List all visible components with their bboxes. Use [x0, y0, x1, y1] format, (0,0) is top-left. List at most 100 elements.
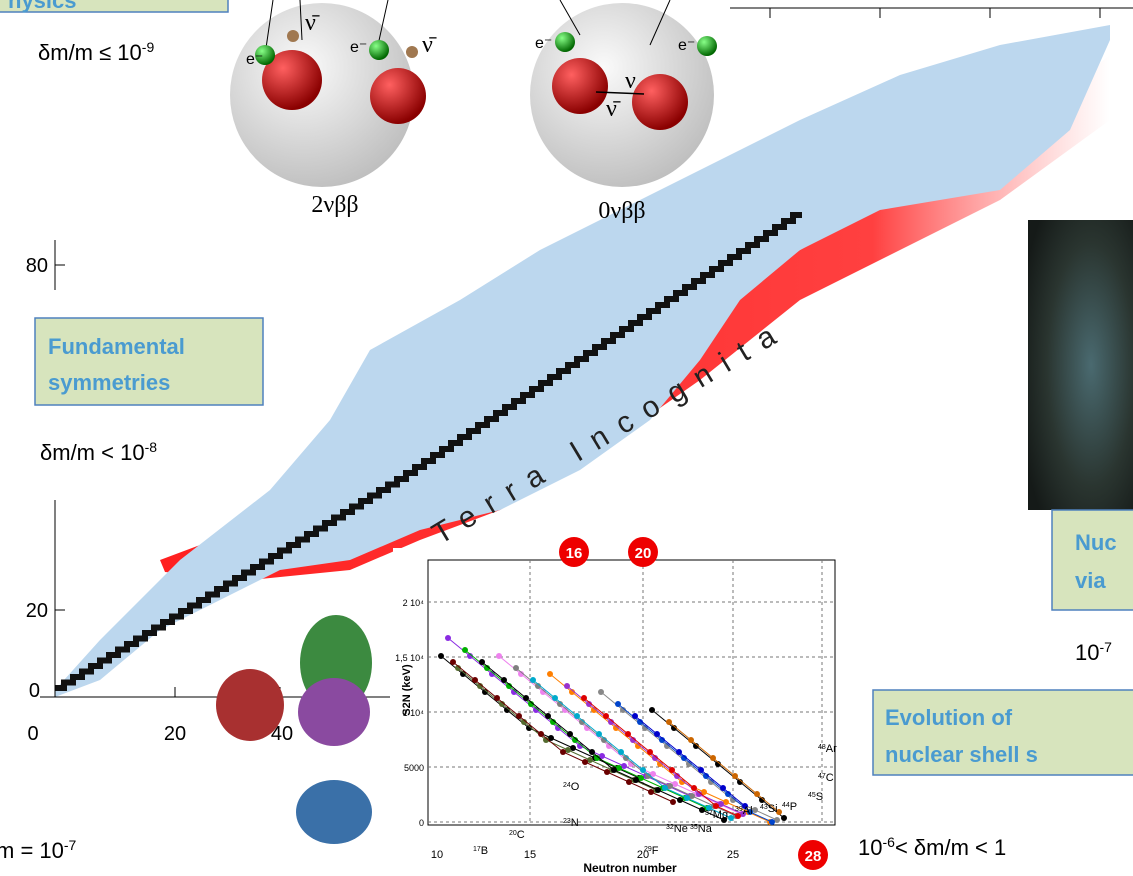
mass-number: 37: [705, 810, 713, 817]
inset-point: [516, 713, 522, 719]
inset-point: [615, 701, 621, 707]
element: Si: [768, 803, 778, 815]
decay-label: 2νββ: [311, 192, 358, 218]
inset-point: [732, 773, 738, 779]
mass-number: 39: [735, 806, 743, 813]
inset-point: [472, 677, 478, 683]
inset-point: [494, 695, 500, 701]
element: Al: [743, 805, 753, 817]
inset-point: [598, 689, 604, 695]
inset-point: [479, 659, 485, 665]
magic-number: 20: [635, 545, 652, 562]
inset-point: [676, 749, 682, 755]
inset-point: [501, 677, 507, 683]
inset-point: [438, 653, 444, 659]
inset-point: [625, 731, 631, 737]
inset-point: [649, 707, 655, 713]
inset-point: [662, 785, 668, 791]
text: δm/m < 10: [40, 440, 145, 465]
inset-point: [574, 713, 580, 719]
inset-point: [611, 767, 617, 773]
inset-x-label: Neutron number: [583, 861, 677, 875]
superscript: -6: [882, 834, 895, 850]
element: Cl: [826, 772, 836, 784]
text: < δm/m < 1: [895, 835, 1006, 860]
element: B: [481, 845, 488, 857]
inset-point: [677, 797, 683, 803]
inset-point: [445, 635, 451, 641]
inset-point: [560, 749, 566, 755]
mass-number: 43: [760, 804, 768, 811]
inset-point: [626, 779, 632, 785]
inset-y-tick: 0: [419, 818, 424, 828]
inset-point: [688, 737, 694, 743]
inset-point: [513, 665, 519, 671]
decay-diagram: [230, 0, 717, 187]
inset-y-tick: 5000: [404, 763, 424, 773]
element: N: [571, 817, 579, 829]
mass-number: 47: [818, 773, 826, 780]
inset-point: [647, 749, 653, 755]
inset-point: [698, 767, 704, 773]
mass-number: 29: [644, 846, 652, 853]
y-tick: 80: [26, 255, 48, 277]
text: 10: [858, 835, 882, 860]
inset-point: [582, 759, 588, 765]
box-text: hysics: [8, 0, 77, 13]
element: F: [652, 845, 659, 857]
inset-point: [735, 813, 741, 819]
y-tick: 0: [29, 680, 40, 702]
mass-number: 20: [509, 830, 517, 837]
inset-point: [523, 695, 529, 701]
mass-number: 17: [473, 846, 481, 853]
inset-point: [655, 787, 661, 793]
mass-number: 35: [690, 824, 698, 831]
superscript: -9: [142, 39, 155, 55]
inset-point: [666, 719, 672, 725]
inset-point: [538, 731, 544, 737]
inset-point: [769, 819, 775, 825]
element: Ne: [674, 823, 688, 835]
inset-point: [547, 671, 553, 677]
magic-number: 16: [566, 545, 583, 562]
electron-label: e⁻: [350, 39, 367, 56]
element: O: [571, 781, 580, 793]
inset-point: [648, 789, 654, 795]
box-text: Evolution of: [885, 705, 1013, 730]
inset-point: [530, 677, 536, 683]
mass-number: 23: [563, 818, 571, 825]
x-tick: 0: [27, 723, 38, 745]
text: m = 10: [0, 838, 64, 863]
inset-x-tick: 10: [431, 849, 443, 861]
antineutrino-label: ν̄: [422, 32, 437, 58]
text: 10: [1075, 640, 1099, 665]
box-text: via: [1075, 568, 1106, 593]
inset-point: [603, 713, 609, 719]
inset-point: [632, 713, 638, 719]
precision: 10-6< δm/m < 1: [858, 834, 1006, 860]
electron-label: e⁻: [678, 37, 695, 54]
mass-number: 44: [782, 802, 790, 809]
inset-point: [462, 647, 468, 653]
inset-point: [720, 785, 726, 791]
text: δm/m ≤ 10: [38, 40, 142, 65]
mass-number: 24: [563, 782, 571, 789]
slide: 80 20 0 0 20 40 Terra Incognita e⁻ e⁻ e⁻…: [0, 0, 1133, 876]
inset-point: [552, 695, 558, 701]
inset-point: [604, 769, 610, 775]
inset-point: [618, 749, 624, 755]
neutrino-label: ν: [625, 68, 636, 94]
box-text: nuclear shell s: [885, 742, 1038, 767]
inset-x-tick: 25: [727, 849, 739, 861]
superscript: -7: [64, 837, 77, 853]
mass-number: 48: [818, 744, 826, 751]
inset-y-tick: 1 10⁴: [403, 708, 425, 718]
element: Mg: [713, 809, 728, 821]
inset-point: [640, 767, 646, 773]
element: Na: [698, 823, 713, 835]
label-box: [1052, 510, 1133, 610]
inset-point: [496, 653, 502, 659]
inset-point: [670, 799, 676, 805]
x-tick: 20: [164, 723, 186, 745]
inset-point: [781, 815, 787, 821]
